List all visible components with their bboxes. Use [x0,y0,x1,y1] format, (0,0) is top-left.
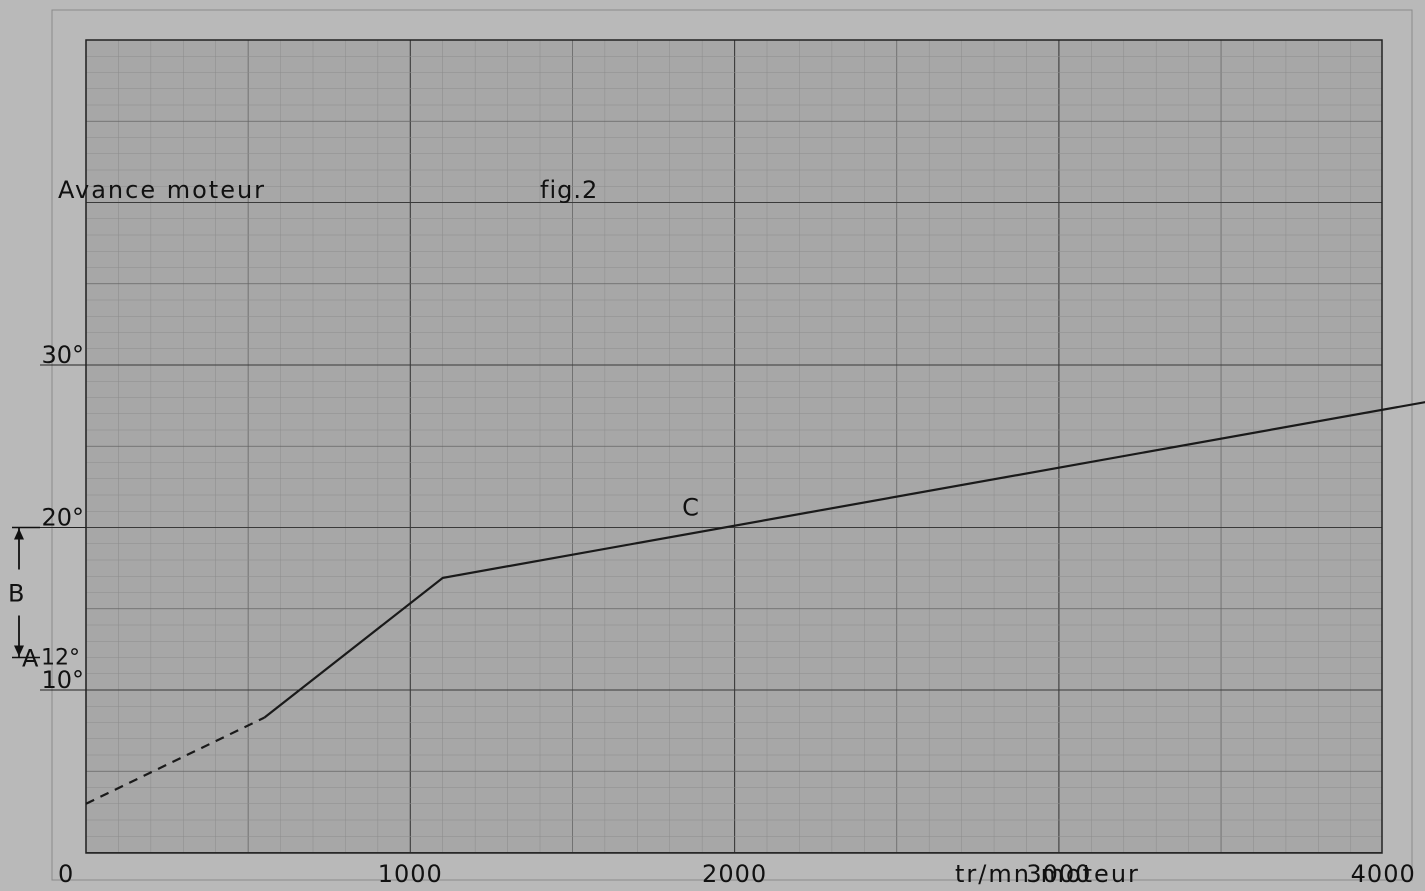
b-arrowhead-down [14,645,24,657]
figure-label: fig.2 [540,176,598,204]
x-tick-label: 4000 [1351,860,1416,887]
x-tick-label: 2000 [702,860,767,887]
y-tick-label: 20° [41,504,84,532]
paper-border [51,9,1413,881]
y-tick-label: 10° [41,666,84,694]
annotation-a-label: A [22,645,39,673]
curve-label-c: C [682,493,699,521]
x-axis-title: tr/mn moteur [955,860,1140,887]
grid [85,39,1382,854]
b-arrowhead-up [14,528,24,540]
y-tick-label: 30° [41,341,84,369]
plot-frame [85,39,1383,854]
x-tick-label: 1000 [378,860,443,887]
annotation-a-value: 12° [41,646,80,671]
chart-title: Avance moteur [58,176,266,204]
advance-curve-extrapolated [85,716,265,805]
annotation-b-label: B [8,580,24,608]
advance-curve [263,401,1425,719]
x-tick-label: 3000 [1026,860,1091,887]
x-tick-label: 0 [58,860,74,887]
